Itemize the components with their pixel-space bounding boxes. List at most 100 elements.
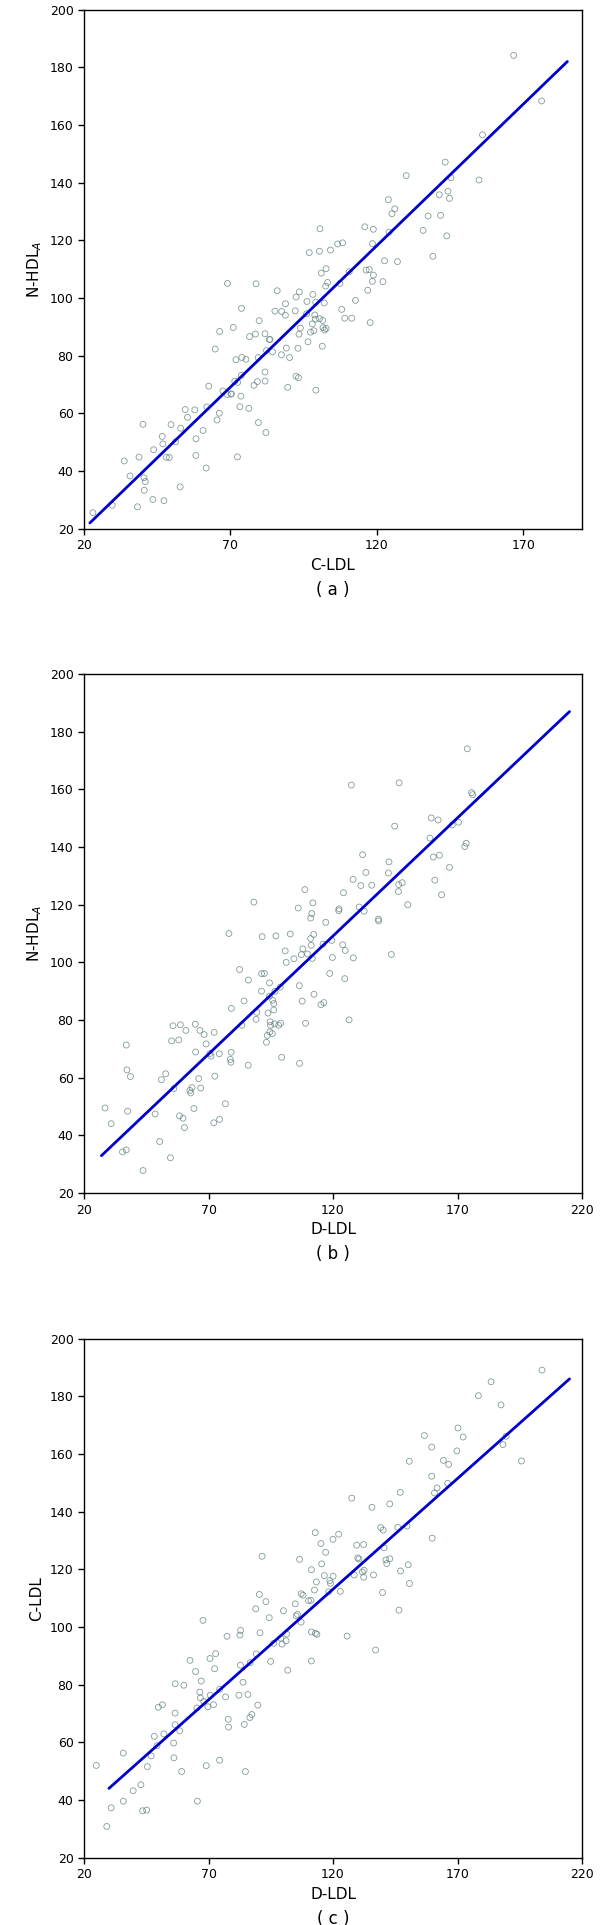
Point (283, 372, 292, 402)
Point (307, 1617, 316, 1648)
Point (290, 295, 300, 325)
Point (253, 366, 262, 397)
Point (198, 416, 208, 447)
Point (270, 976, 280, 1007)
Point (347, 1482, 356, 1513)
Point (460, 832, 470, 862)
Point (295, 1544, 304, 1575)
Point (360, 212, 370, 243)
Point (274, 1011, 283, 1041)
Point (358, 839, 367, 870)
Point (215, 1744, 224, 1775)
Point (277, 296, 286, 327)
Point (306, 924, 316, 955)
Point (238, 1667, 248, 1698)
Point (448, 810, 457, 841)
Point (367, 870, 377, 901)
Point (119, 445, 129, 475)
Point (347, 302, 356, 333)
Point (307, 1553, 316, 1584)
Point (138, 1155, 148, 1186)
Point (302, 287, 312, 318)
Point (176, 412, 185, 443)
Point (223, 1704, 233, 1734)
Point (392, 246, 402, 277)
Point (359, 1561, 368, 1592)
Point (310, 1575, 319, 1605)
Point (237, 343, 247, 373)
Point (502, 1421, 511, 1451)
Point (175, 1101, 184, 1132)
Point (175, 1715, 185, 1746)
Point (254, 1578, 264, 1609)
Point (122, 1055, 132, 1086)
Point (209, 1107, 218, 1138)
Point (286, 918, 295, 949)
Point (146, 1740, 156, 1771)
Point (281, 333, 291, 364)
Point (427, 1432, 437, 1463)
Point (253, 343, 263, 373)
Point (178, 1103, 188, 1134)
Text: ( a ): ( a ) (316, 581, 350, 599)
Point (359, 1555, 369, 1586)
Point (368, 260, 378, 291)
Point (204, 372, 214, 402)
Point (394, 768, 404, 799)
Point (125, 460, 135, 491)
Point (295, 1047, 304, 1078)
Point (231, 345, 241, 375)
Point (252, 997, 262, 1028)
Point (210, 1061, 220, 1091)
Point (365, 308, 375, 339)
Point (427, 1523, 437, 1553)
Point (237, 1011, 247, 1041)
Point (159, 1719, 169, 1750)
Point (269, 988, 278, 1018)
Point (191, 1036, 200, 1066)
Point (295, 277, 304, 308)
Point (139, 475, 149, 506)
Point (218, 375, 228, 406)
Point (306, 1584, 316, 1615)
Point (128, 1775, 138, 1806)
Point (195, 1014, 205, 1045)
Point (203, 1692, 212, 1723)
Point (404, 1446, 414, 1476)
Point (439, 1446, 448, 1476)
Point (260, 318, 270, 348)
Point (292, 1600, 301, 1630)
Point (291, 281, 301, 312)
Point (318, 304, 328, 335)
Point (425, 822, 435, 853)
Point (244, 393, 254, 424)
Point (260, 366, 270, 397)
Point (486, 1367, 496, 1398)
Point (234, 1681, 244, 1711)
Point (223, 379, 232, 410)
Point (262, 335, 271, 366)
Point (283, 1656, 293, 1686)
Point (348, 864, 358, 895)
Point (192, 1692, 202, 1723)
Point (386, 939, 396, 970)
Point (298, 986, 307, 1016)
Point (427, 1461, 436, 1492)
Point (151, 1099, 160, 1130)
Point (281, 947, 291, 978)
Point (334, 895, 343, 926)
Point (326, 1569, 335, 1600)
Point (307, 899, 317, 930)
Point (100, 1093, 110, 1124)
Point (349, 943, 358, 974)
Point (149, 1721, 159, 1752)
Point (394, 1594, 404, 1625)
Point (434, 179, 444, 210)
Point (270, 296, 280, 327)
Point (394, 870, 403, 901)
Point (324, 1577, 334, 1607)
Point (347, 770, 356, 801)
Point (185, 1646, 195, 1677)
Text: ( b ): ( b ) (316, 1245, 350, 1263)
Point (305, 318, 315, 348)
